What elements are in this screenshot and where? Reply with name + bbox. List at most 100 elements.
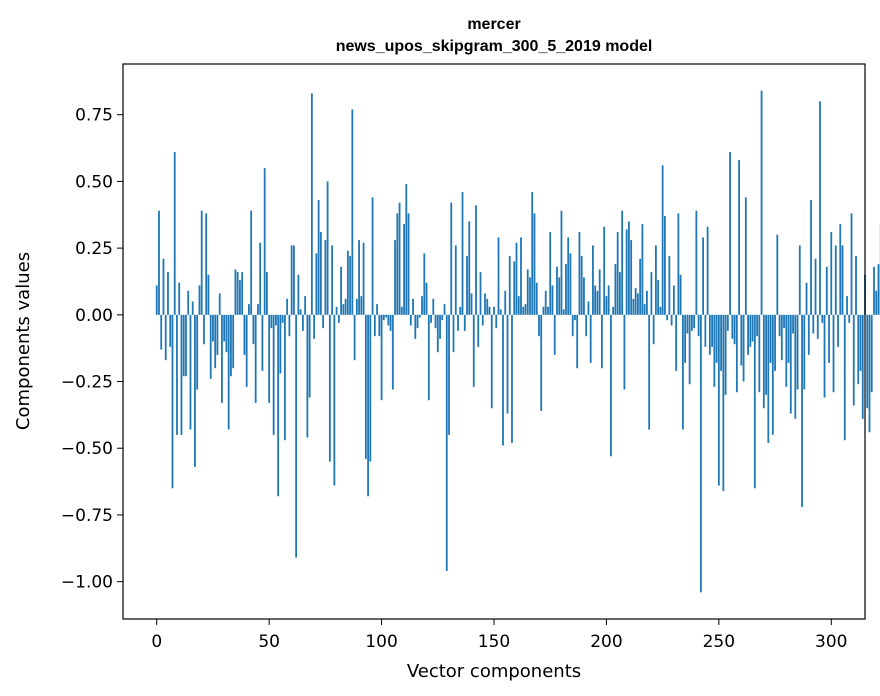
bar: [852, 314, 855, 406]
bar: [304, 296, 307, 315]
bar: [470, 293, 473, 315]
bar: [711, 314, 713, 347]
bar: [155, 285, 158, 315]
bar: [454, 245, 457, 315]
plot-frame: [122, 63, 866, 620]
bar: [362, 242, 365, 315]
bar: [668, 256, 671, 315]
bar: [648, 314, 651, 430]
bar: [254, 314, 257, 403]
bar: [812, 314, 815, 334]
bar: [517, 296, 520, 315]
x-tick-label: 50: [258, 632, 280, 652]
bar: [628, 221, 630, 315]
bar: [346, 250, 349, 315]
bar: [637, 293, 639, 315]
bar: [425, 282, 428, 315]
bar: [738, 160, 740, 315]
bar: [515, 242, 518, 315]
bar: [369, 314, 372, 462]
y-axis-ticks: 0.75 0.50 0.25 0.00 −0.25 −0.50 −0.75 −1.00: [61, 106, 123, 593]
bar: [162, 258, 165, 315]
bar: [832, 314, 835, 393]
bar: [234, 269, 237, 315]
bar: [610, 314, 612, 457]
bar: [160, 314, 163, 350]
bar: [342, 304, 345, 315]
x-tick-label: 300: [815, 632, 847, 652]
bar: [614, 264, 617, 315]
bar: [708, 314, 711, 355]
bar: [221, 314, 223, 403]
bar: [625, 229, 628, 315]
bar: [405, 184, 408, 315]
bar: [803, 314, 806, 390]
y-tick-label: −0.75: [61, 506, 113, 526]
bar: [189, 314, 192, 430]
bar: [603, 226, 606, 315]
bar: [531, 192, 534, 315]
bar: [769, 314, 772, 363]
bar: [735, 314, 738, 393]
bar: [286, 298, 289, 315]
bar: [207, 274, 210, 315]
bar: [306, 314, 309, 438]
bar: [767, 314, 770, 443]
bar: [423, 253, 426, 315]
bar: [225, 314, 228, 353]
bar: [524, 304, 527, 315]
bar: [484, 293, 486, 315]
bar: [747, 314, 749, 355]
bar: [558, 277, 561, 315]
bar: [542, 306, 545, 315]
bar: [227, 314, 230, 430]
bar: [176, 314, 178, 435]
bar: [621, 210, 624, 315]
bar: [439, 314, 441, 339]
bar: [823, 314, 826, 398]
bar: [731, 314, 734, 339]
bar: [798, 245, 801, 315]
y-tick-label: 0.25: [75, 239, 113, 259]
bar: [801, 314, 803, 507]
y-tick-label: 0.50: [75, 172, 113, 192]
bar: [828, 314, 830, 363]
bar: [765, 314, 767, 395]
bar: [688, 314, 691, 385]
bar: [839, 224, 842, 315]
bar: [333, 314, 336, 486]
bar: [450, 202, 453, 315]
bar: [540, 314, 543, 411]
bar: [299, 309, 302, 315]
bar: [513, 261, 516, 315]
bar: [654, 245, 657, 315]
bar: [538, 314, 540, 337]
bar: [776, 234, 779, 315]
bar: [432, 298, 435, 315]
bar: [351, 109, 354, 315]
bar: [308, 314, 311, 398]
bar: [248, 304, 250, 315]
bar: [580, 256, 583, 315]
bar: [744, 197, 747, 315]
bar: [639, 258, 642, 315]
bar: [771, 314, 774, 435]
bar: [443, 304, 446, 315]
bar: [441, 314, 444, 321]
bar: [292, 245, 295, 315]
bar: [209, 314, 212, 379]
bar: [605, 296, 608, 315]
bar: [403, 224, 405, 315]
bar: [313, 314, 316, 339]
bar: [427, 314, 430, 401]
bar: [704, 314, 707, 347]
bar: [463, 314, 466, 331]
bar: [502, 314, 504, 446]
bar: [414, 314, 417, 339]
bar: [724, 314, 727, 395]
bar: [789, 314, 792, 414]
bar: [205, 213, 208, 315]
bar: [870, 314, 873, 393]
bar: [279, 314, 282, 374]
bar: [331, 245, 334, 315]
